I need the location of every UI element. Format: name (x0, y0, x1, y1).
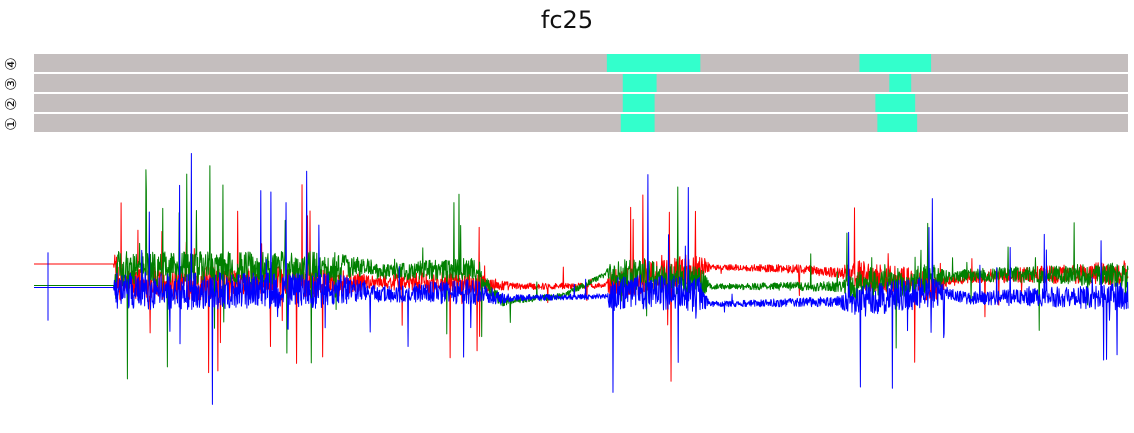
signal-traces (33, 153, 1129, 405)
track-row-2 (34, 94, 1128, 112)
track-segment-2-2 (875, 94, 916, 112)
track-segment-1-1 (620, 114, 655, 132)
track-bands (34, 54, 1128, 132)
track-segment-3-2 (889, 74, 912, 92)
track-segment-2-1 (622, 94, 655, 112)
track-row-4 (34, 54, 1128, 72)
track-segment-3-1 (622, 74, 657, 92)
chart-title: fc25 (540, 6, 594, 34)
track-segment-1-2 (877, 114, 918, 132)
signal-series-3 (33, 153, 1129, 405)
track-segment-4-2 (859, 54, 932, 72)
track-row-3 (34, 74, 1128, 92)
track-segment-4-1 (606, 54, 701, 72)
track-row-1 (34, 114, 1128, 132)
signal-series-2 (33, 165, 1129, 380)
signal-series-1 (33, 184, 1129, 382)
